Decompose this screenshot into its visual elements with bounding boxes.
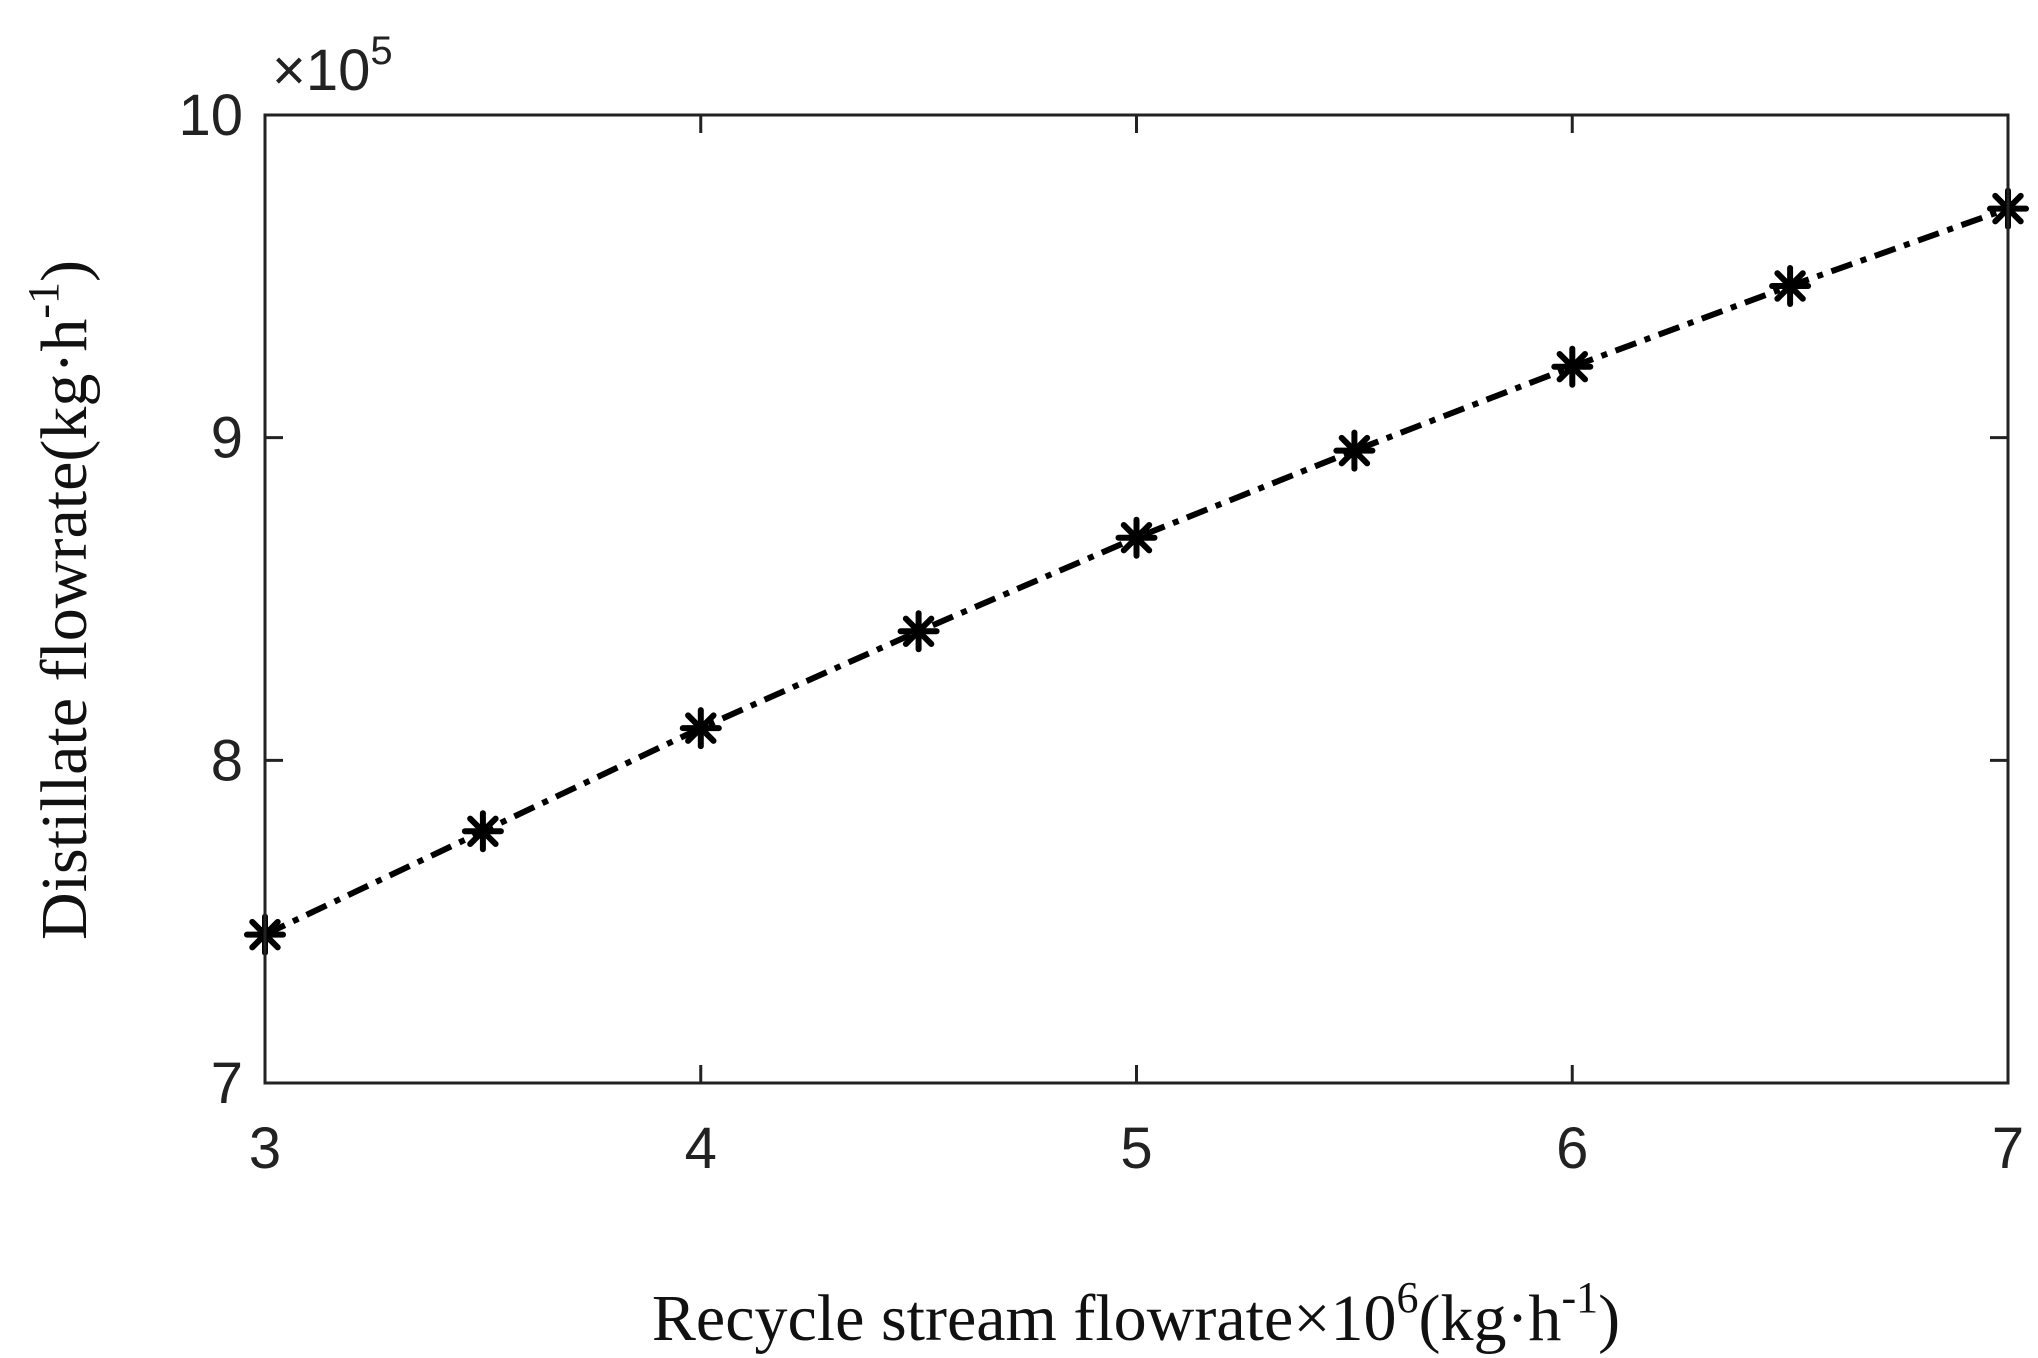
x-axis-title-close: )	[1598, 1282, 1620, 1355]
asterisk-stroke	[1556, 350, 1589, 383]
y-tick-label: 8	[211, 728, 243, 793]
ticks-layer: 3 4 5 6 7 7 8 9 10	[178, 83, 2024, 1181]
y-axis-title-main: Distillate flowrate(kg·h	[28, 319, 101, 940]
y-axis-exponent-prefix: ×10	[272, 38, 370, 103]
x-tick-label: 7	[1992, 1116, 2024, 1181]
data-point-marker	[897, 610, 940, 653]
data-point-marker	[1115, 516, 1158, 559]
y-axis-exponent-label: ×105	[272, 29, 393, 103]
x-tick-label: 4	[685, 1116, 717, 1181]
y-axis-title-sup: -1	[19, 282, 68, 319]
data-point-marker	[1551, 345, 1594, 388]
x-tick-label: 3	[249, 1116, 281, 1181]
series-line	[263, 205, 2010, 938]
y-axis-title: Distillate flowrate(kg·h-1)	[19, 260, 101, 940]
x-axis-title-main: Recycle stream flowrate×10	[652, 1282, 1397, 1355]
x-tick-label: 6	[1556, 1116, 1588, 1181]
data-point-marker	[1333, 429, 1376, 472]
data-point-marker	[679, 707, 722, 750]
x-tick-label: 5	[1120, 1116, 1152, 1181]
data-point-marker	[1769, 265, 1812, 307]
data-point-marker	[461, 810, 504, 853]
y-tick-label: 9	[211, 406, 243, 471]
y-tick-label: 10	[178, 83, 243, 148]
asterisk-stroke	[467, 815, 499, 848]
y-axis-exponent-power: 5	[370, 29, 392, 73]
asterisk-stroke	[902, 615, 935, 648]
asterisk-stroke	[685, 712, 717, 744]
y-axis-title-close: )	[28, 260, 101, 282]
x-axis-title-sup: 6	[1396, 1273, 1418, 1322]
plot-area-frame	[263, 113, 2010, 1085]
x-axis-title: Recycle stream flowrate×106(kg·h-1)	[652, 1273, 1620, 1355]
asterisk-stroke	[1774, 270, 1806, 302]
asterisk-stroke	[1120, 521, 1153, 554]
asterisk-stroke	[1338, 434, 1371, 467]
x-axis-title-unit: (kg·h	[1418, 1282, 1561, 1355]
y-tick-label: 7	[211, 1051, 243, 1116]
x-axis-title-unit-sup: -1	[1561, 1273, 1598, 1322]
